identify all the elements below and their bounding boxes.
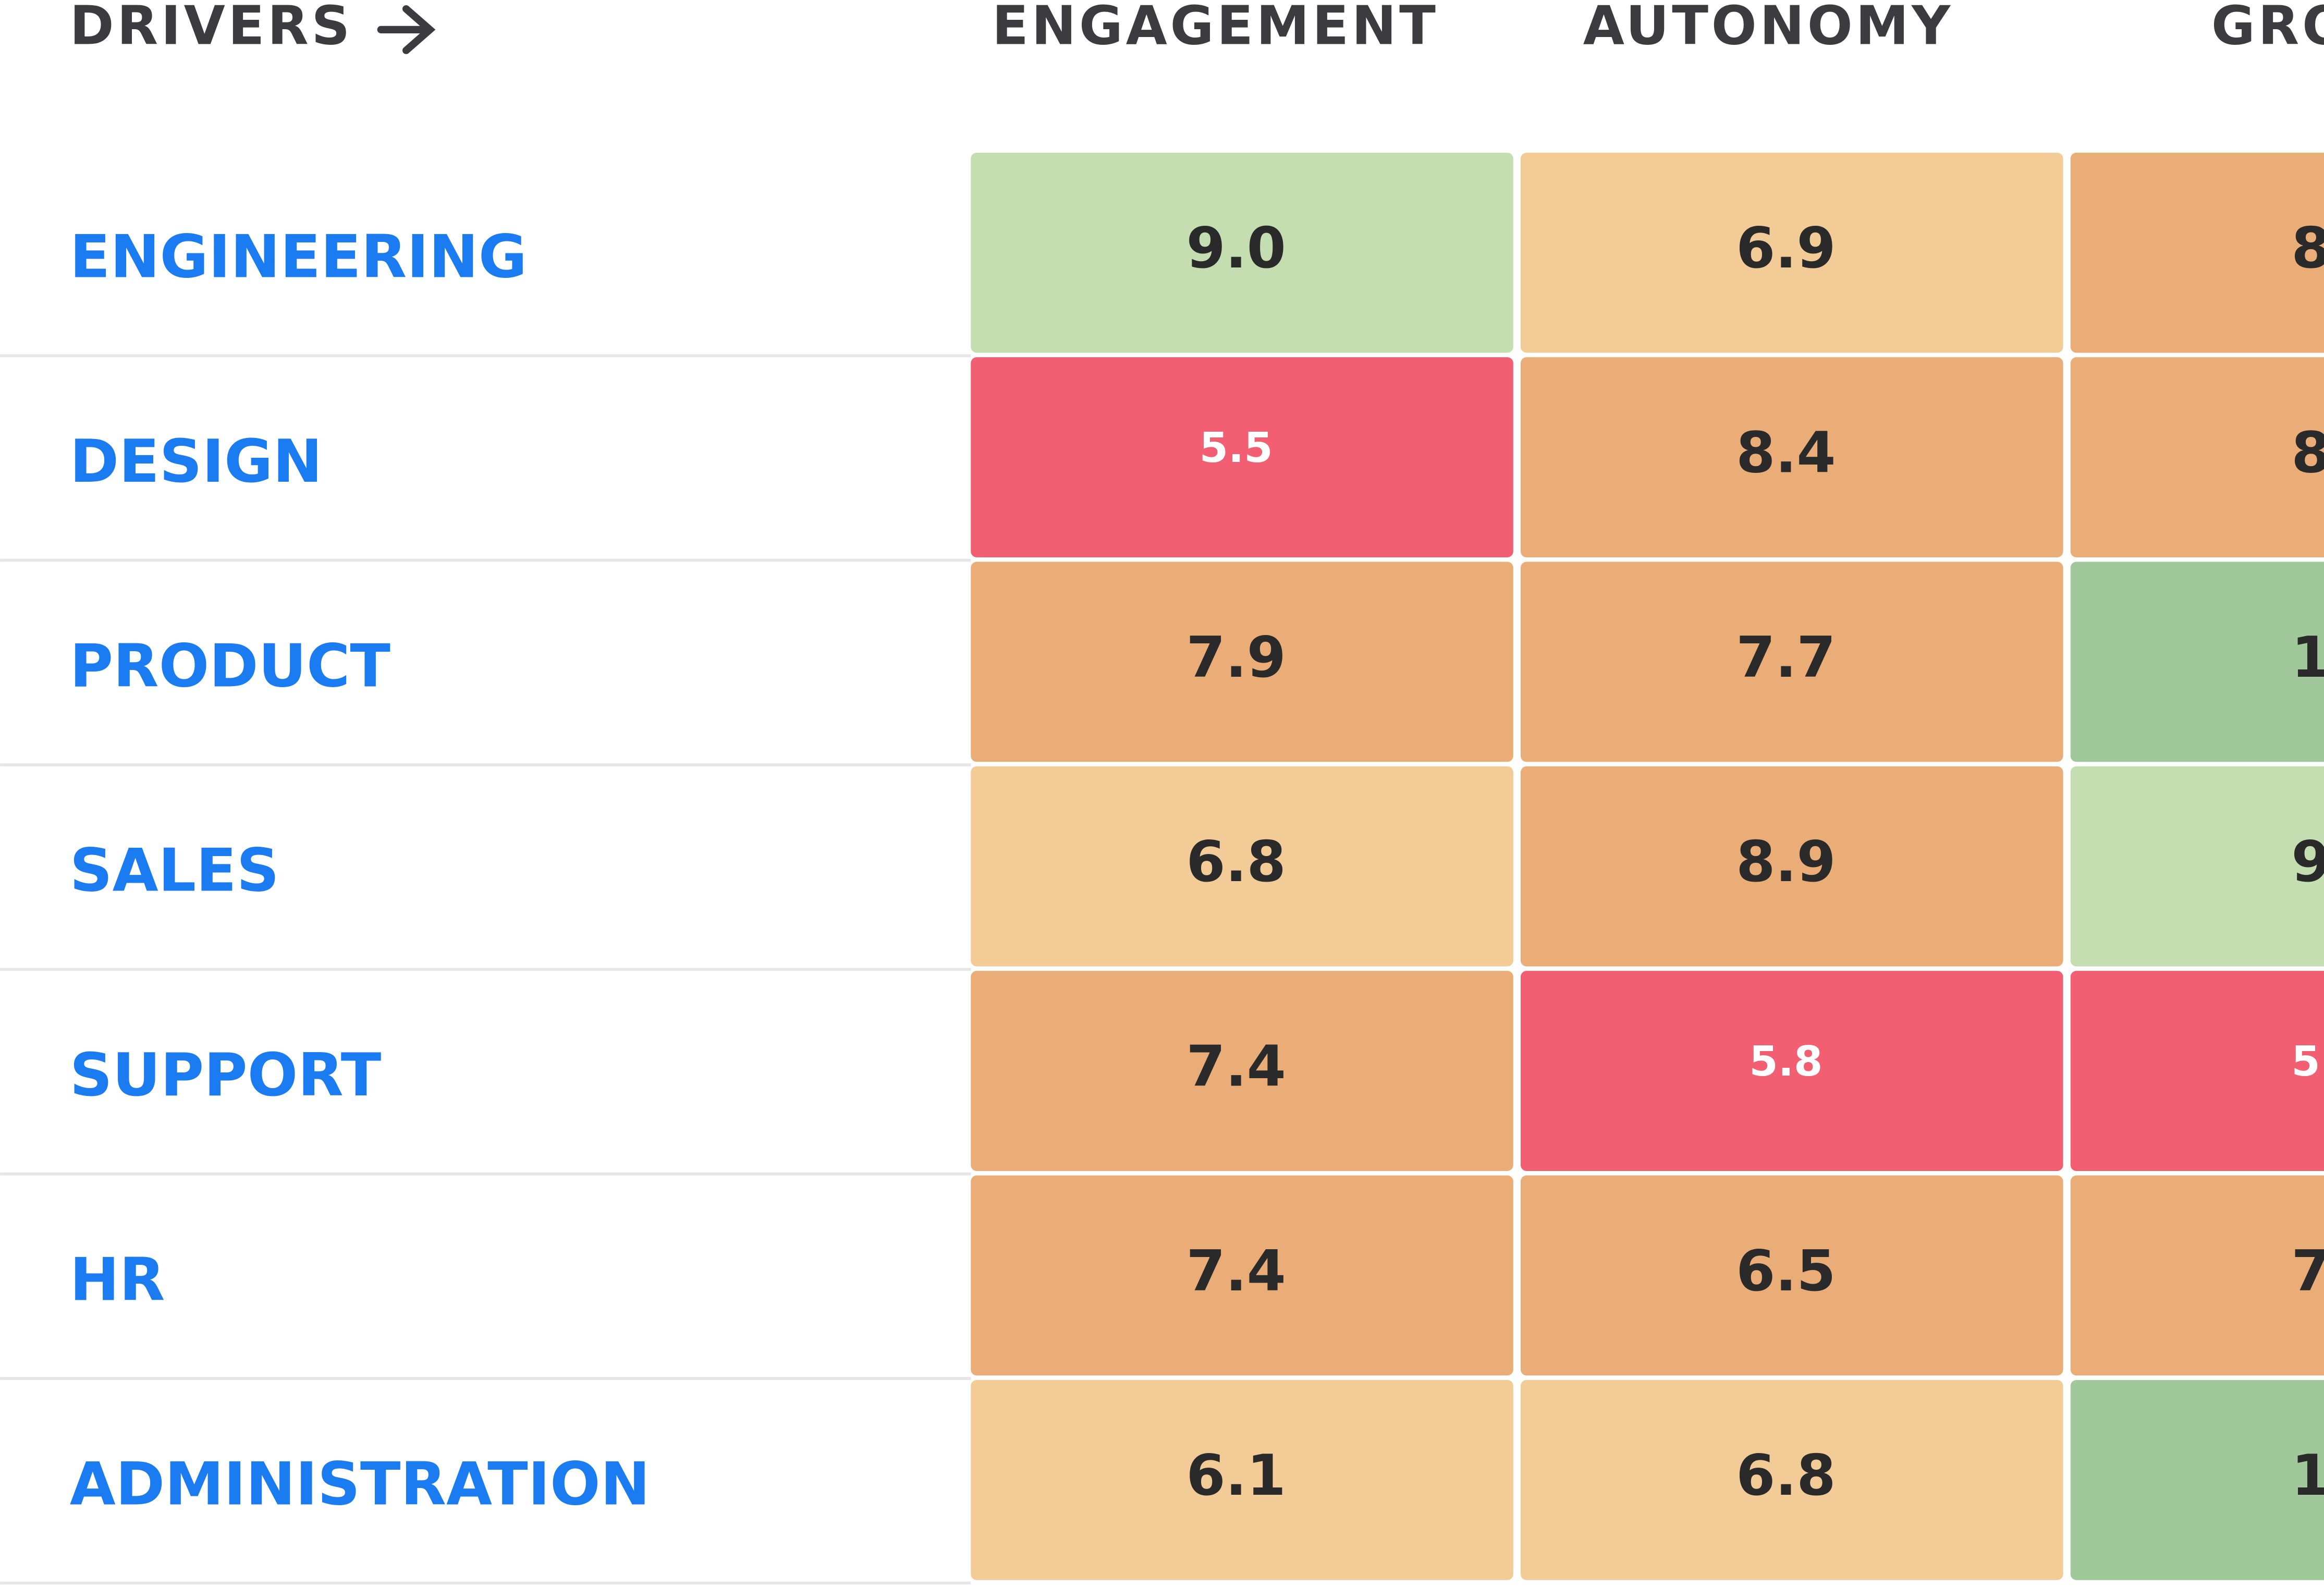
heat-cell [2070, 1175, 2324, 1376]
column-header: AUTONOMY [1583, 0, 1953, 57]
cell-value: 5.5 [1200, 423, 1273, 472]
heat-cell [971, 357, 1513, 557]
cell-value: 8.9 [1736, 829, 1836, 895]
row-label: ADMINISTRATION [70, 1449, 650, 1519]
heat-cell [1521, 766, 2063, 967]
cell-value: 9.0 [1186, 216, 1286, 281]
heat-cell [1521, 1175, 2063, 1376]
heat-cell [1521, 152, 2063, 353]
cell-value: 6.1 [1186, 1443, 1286, 1508]
heat-cell [2070, 357, 2324, 557]
row-label: DESIGN [70, 426, 323, 496]
heat-cell [2070, 152, 2324, 353]
heat-cell [1521, 562, 2063, 762]
heat-cell [2070, 766, 2324, 967]
column-header: ENGAGEMENT [992, 0, 1439, 57]
cell-value: 10 [2291, 1443, 2324, 1508]
heat-cell [1521, 971, 2063, 1171]
cell-value: 5.8 [1749, 1037, 1822, 1085]
heat-cell [971, 971, 1513, 1171]
heat-cell [2070, 562, 2324, 762]
heat-cell [2070, 971, 2324, 1171]
cell-value: 6.8 [1186, 829, 1286, 895]
cell-value: 7.9 [1186, 625, 1286, 690]
heat-cell [971, 152, 1513, 353]
heat-cell [1521, 1380, 2063, 1580]
row-label: PRODUCT [70, 631, 390, 700]
cell-value: 7.7 [1736, 625, 1836, 690]
cell-value: 8 [2291, 420, 2324, 485]
heat-cell [2070, 1380, 2324, 1580]
cell-value: 7.4 [1186, 1239, 1286, 1304]
column-header: GRO [2211, 0, 2324, 57]
corner-header: DRIVERS [70, 0, 353, 57]
cell-value: 9 [2291, 829, 2324, 895]
heat-cell [1521, 357, 2063, 557]
row-label: ENGINEERING [70, 222, 527, 291]
cell-value: 8 [2291, 216, 2324, 281]
row-label: SUPPORT [70, 1040, 382, 1109]
cell-value: 8.4 [1736, 420, 1836, 485]
cell-value: 6.5 [1736, 1239, 1836, 1304]
cell-value: 7.4 [1186, 1034, 1286, 1099]
arrow-icon [377, 5, 436, 54]
cell-value: 5 [2291, 1037, 2320, 1085]
heat-cell [971, 766, 1513, 967]
cell-value: 7 [2291, 1239, 2324, 1304]
cell-value: 10 [2291, 625, 2324, 690]
heat-cell [971, 1175, 1513, 1376]
cell-value: 6.8 [1736, 1443, 1836, 1508]
row-label: SALES [70, 836, 279, 905]
cell-value: 6.9 [1736, 216, 1836, 281]
row-label: HR [70, 1245, 165, 1314]
heat-cell [971, 562, 1513, 762]
heat-cell [971, 1380, 1513, 1580]
